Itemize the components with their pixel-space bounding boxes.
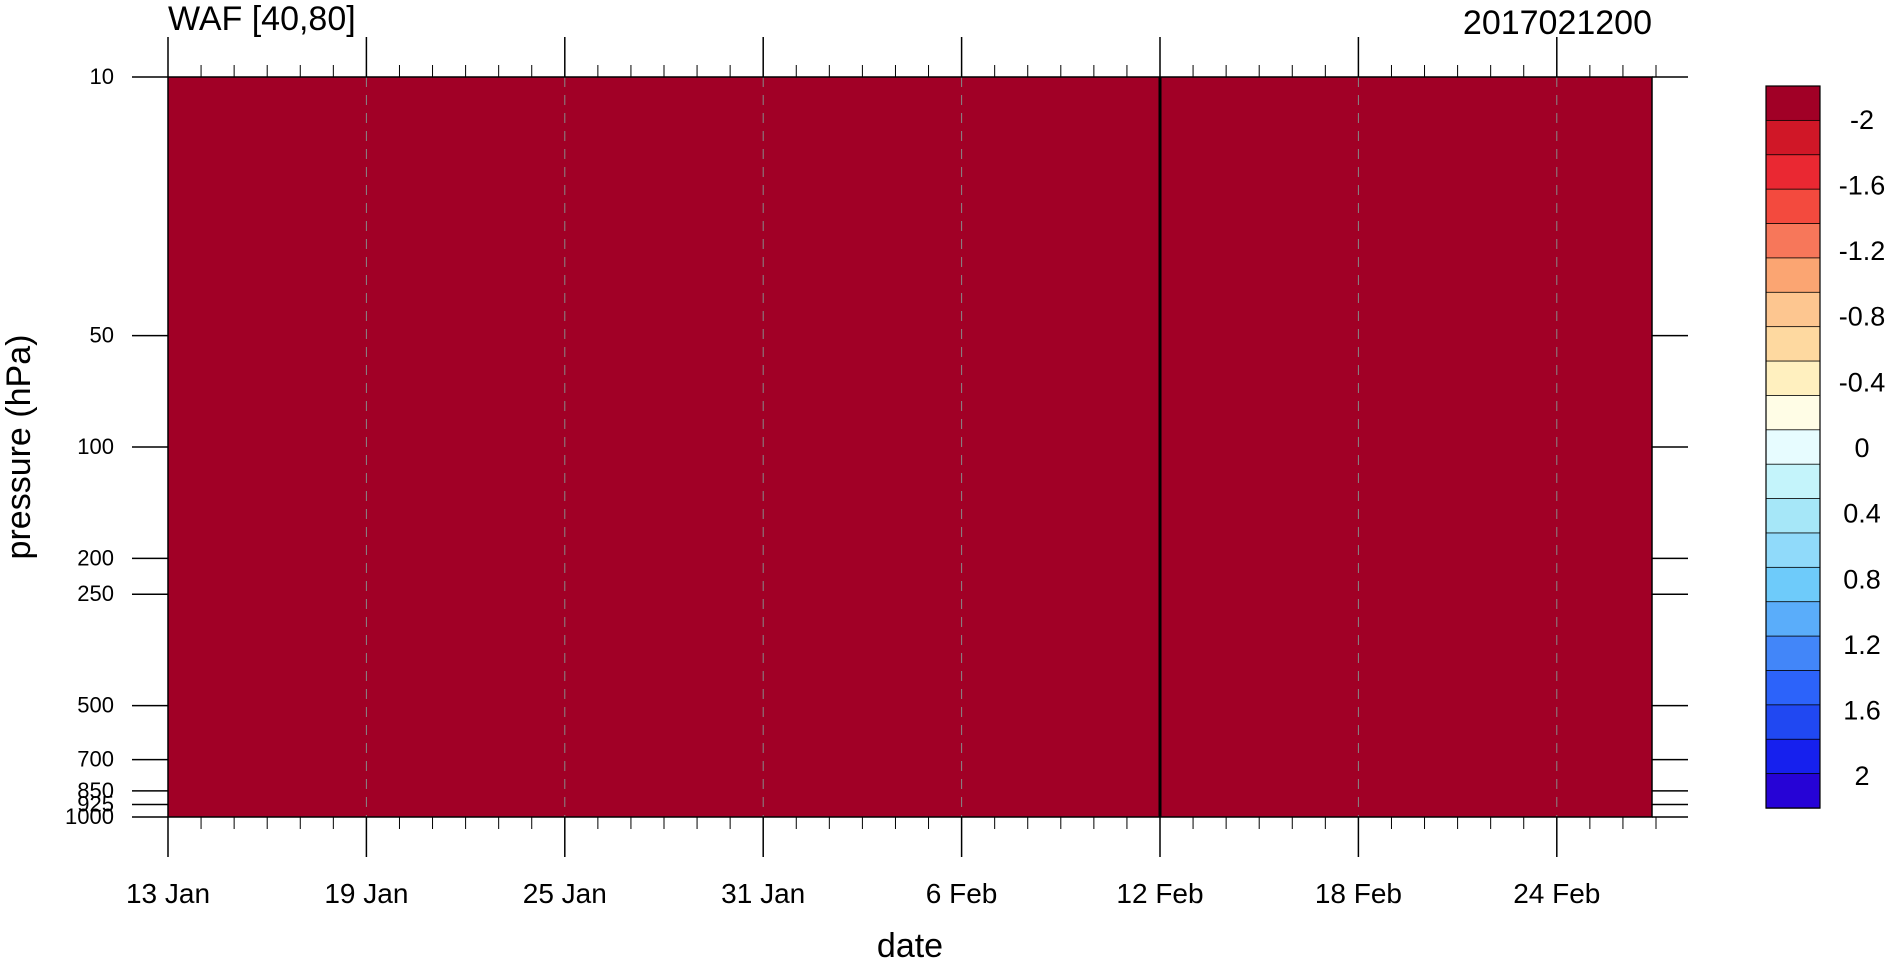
colorbar-swatch xyxy=(1766,739,1820,774)
chart-subtitle: 2017021200 xyxy=(1463,4,1652,42)
colorbar-swatch xyxy=(1766,86,1820,121)
x-tick-label: 13 Jan xyxy=(126,878,210,909)
colorbar-swatch xyxy=(1766,464,1820,499)
x-tick-label: 6 Feb xyxy=(926,878,998,909)
y-tick-label: 500 xyxy=(77,693,114,718)
x-tick-label: 18 Feb xyxy=(1315,878,1402,909)
colorbar-label: -1.2 xyxy=(1839,236,1886,266)
colorbar-label: 2 xyxy=(1854,761,1869,791)
colorbar: 2 1.6 1.2 0.8 0.4 0 -0.4 -0.8 -1.2 -1.6 -2 xyxy=(1766,86,1885,808)
x-tick-label: 12 Feb xyxy=(1116,878,1203,909)
colorbar-label: -2 xyxy=(1850,105,1874,135)
colorbar-swatch xyxy=(1766,567,1820,602)
colorbar-swatch xyxy=(1766,120,1820,155)
colorbar-swatch xyxy=(1766,258,1820,293)
colorbar-swatch xyxy=(1766,533,1820,568)
colorbar-label: -0.8 xyxy=(1839,302,1886,332)
colorbar-swatch xyxy=(1766,224,1820,259)
colorbar-swatch xyxy=(1766,327,1820,362)
colorbar-swatch xyxy=(1766,430,1820,465)
colorbar-label: -0.4 xyxy=(1839,367,1886,397)
colorbar-swatch xyxy=(1766,292,1820,327)
colorbar-label: 0 xyxy=(1854,433,1869,463)
x-axis-label: date xyxy=(877,927,943,961)
y-tick-label: 700 xyxy=(77,747,114,772)
colorbar-label: 1.2 xyxy=(1843,630,1881,660)
colorbar-swatch xyxy=(1766,499,1820,534)
chart-title: WAF [40,80] xyxy=(168,0,356,38)
colorbar-swatch xyxy=(1766,395,1820,430)
colorbar-swatch xyxy=(1766,155,1820,190)
colorbar-swatch xyxy=(1766,602,1820,637)
y-axis-label: pressure (hPa) xyxy=(0,335,38,560)
colorbar-swatch xyxy=(1766,705,1820,740)
colorbar-label: 1.6 xyxy=(1843,696,1881,726)
x-tick-label: 19 Jan xyxy=(324,878,408,909)
colorbar-swatch xyxy=(1766,361,1820,396)
y-tick-label: 50 xyxy=(90,323,114,348)
colorbar-swatch xyxy=(1766,774,1820,809)
y-tick-label: 250 xyxy=(77,581,114,606)
colorbar-swatch xyxy=(1766,636,1820,671)
x-tick-label: 24 Feb xyxy=(1513,878,1600,909)
y-tick-label: 10 xyxy=(90,64,114,89)
colorbar-label: 0.8 xyxy=(1843,564,1881,594)
contour-field xyxy=(168,77,1657,822)
y-tick-label: 100 xyxy=(77,434,114,459)
colorbar-label: -1.6 xyxy=(1839,170,1886,200)
x-tick-label: 25 Jan xyxy=(523,878,607,909)
y-tick-label: 1000 xyxy=(65,804,114,829)
y-tick-label: 200 xyxy=(77,545,114,570)
colorbar-swatch xyxy=(1766,189,1820,224)
x-tick-label: 31 Jan xyxy=(721,878,805,909)
colorbar-label: 0.4 xyxy=(1843,499,1881,529)
colorbar-swatch xyxy=(1766,670,1820,705)
